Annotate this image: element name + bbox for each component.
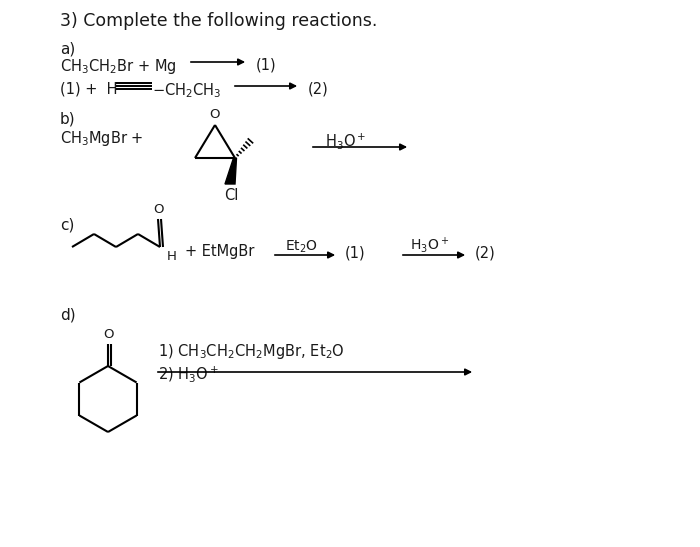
- Text: 1) CH$_3$CH$_2$CH$_2$MgBr, Et$_2$O: 1) CH$_3$CH$_2$CH$_2$MgBr, Et$_2$O: [158, 342, 344, 361]
- Text: (1) +  H: (1) + H: [60, 81, 118, 96]
- Text: Cl: Cl: [224, 188, 238, 203]
- Text: O: O: [154, 203, 164, 216]
- Text: H$_3$O$^+$: H$_3$O$^+$: [410, 235, 449, 255]
- Text: 2) H$_3$O$^+$: 2) H$_3$O$^+$: [158, 364, 219, 383]
- Text: (1): (1): [345, 245, 365, 260]
- Text: Et$_2$O: Et$_2$O: [286, 238, 318, 255]
- Text: + EtMgBr: + EtMgBr: [185, 244, 254, 259]
- Text: 3) Complete the following reactions.: 3) Complete the following reactions.: [60, 12, 377, 30]
- Polygon shape: [225, 158, 237, 184]
- Text: (1): (1): [256, 57, 276, 72]
- Text: CH$_3$CH$_2$Br + Mg: CH$_3$CH$_2$Br + Mg: [60, 57, 177, 76]
- Text: a): a): [60, 42, 76, 57]
- Text: d): d): [60, 307, 76, 322]
- Text: $-$CH$_2$CH$_3$: $-$CH$_2$CH$_3$: [152, 81, 222, 100]
- Text: O: O: [210, 108, 220, 121]
- Text: (2): (2): [475, 245, 496, 260]
- Text: O: O: [104, 328, 114, 341]
- Text: CH$_3$MgBr +: CH$_3$MgBr +: [60, 129, 144, 148]
- Text: H$_3$O$^+$: H$_3$O$^+$: [325, 131, 366, 151]
- Text: c): c): [60, 217, 74, 232]
- Text: H: H: [167, 250, 177, 263]
- Text: (2): (2): [308, 81, 329, 96]
- Text: b): b): [60, 112, 76, 127]
